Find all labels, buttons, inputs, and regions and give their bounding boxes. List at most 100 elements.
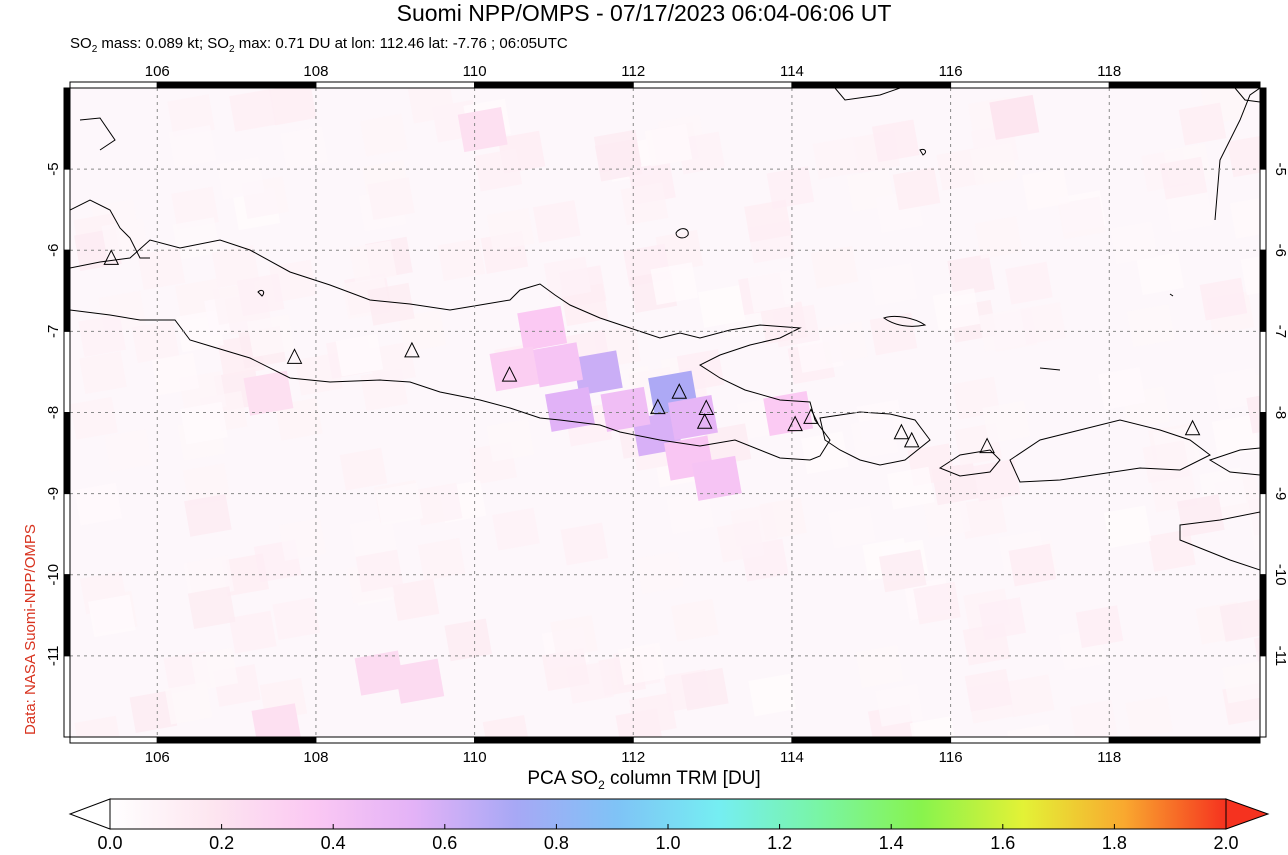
lon-label-top: 118 (1097, 63, 1121, 80)
noise-cell (629, 692, 677, 736)
noise-cell (666, 491, 715, 535)
noise-cell (978, 308, 1027, 352)
noise-cell (349, 516, 398, 560)
noise-cell (172, 217, 221, 261)
noise-cell (1075, 605, 1124, 649)
lat-label-right: -10 (1272, 564, 1288, 586)
frame-bar-right (1259, 249, 1267, 332)
noise-cell (1148, 529, 1196, 572)
noise-cell (335, 333, 384, 377)
noise-cell (869, 263, 918, 306)
so2-cell (533, 342, 584, 388)
colorbar-label: 1.0 (655, 833, 681, 853)
colorbar-label: 1.2 (767, 833, 793, 853)
noise-cell (492, 507, 540, 551)
noise-cell (850, 416, 899, 460)
frame-bar-bottom (474, 736, 634, 744)
noise-cell (437, 238, 486, 281)
so2-max-text: max: 0.71 DU at lon: 112.46 lat: -7.76 ;… (234, 35, 568, 52)
noise-cell (1136, 252, 1185, 296)
lon-label-bottom: 110 (463, 749, 487, 766)
sumatra-north-coastline (79, 117, 116, 151)
sumba-coastline (1179, 511, 1260, 571)
triangle-icon (1184, 419, 1201, 436)
triangle-icon (893, 423, 910, 440)
noise-cell (1246, 390, 1260, 434)
lat-label-right: -7 (1272, 325, 1288, 338)
so2-cell (489, 346, 540, 392)
java-coastline (70, 239, 831, 461)
so2-cell (457, 107, 508, 153)
so2-cell (251, 703, 302, 737)
sulawesi-north-coastline (1234, 88, 1260, 103)
noise-cell (74, 715, 123, 737)
frame-bar-bottom (950, 736, 1110, 744)
noise-cell (349, 240, 397, 284)
noise-cell (101, 218, 150, 262)
frame-bar-top (156, 81, 317, 89)
frame-bar-top (69, 81, 158, 89)
lon-label-top: 108 (303, 63, 328, 80)
noise-cell (812, 136, 861, 180)
map-title: Suomi NPP/OMPS - 07/17/2023 06:04-06:06 … (396, 0, 892, 26)
frame-bar-top (1108, 81, 1261, 89)
noise-cell (444, 618, 493, 662)
noise-cell (869, 312, 918, 356)
islet-coastline (257, 289, 265, 297)
noise-cell (698, 285, 746, 328)
noise-cell (1006, 724, 1055, 737)
noise-cell (1222, 660, 1260, 704)
noise-cell (280, 126, 329, 170)
noise-cell (1058, 196, 1106, 240)
frame-bar-left (63, 330, 71, 413)
lombok-coastline (938, 449, 1001, 477)
noise-cell (748, 673, 797, 717)
flores-coastline (1208, 447, 1260, 476)
frame-bar-top (791, 81, 952, 89)
noise-cell (268, 88, 317, 126)
lat-label-left: -11 (45, 646, 62, 667)
colorbar-label: 0.4 (320, 833, 346, 853)
noise-cell (947, 253, 995, 297)
noise-cell (164, 681, 213, 725)
noise-cell (1103, 505, 1152, 549)
noise-cell (211, 245, 260, 289)
noise-cell (617, 642, 666, 686)
noise-cell (1005, 261, 1053, 305)
lon-label-top: 116 (939, 63, 963, 80)
so2-cell (354, 650, 405, 696)
so2-cell (394, 658, 445, 704)
colorbar-title-suffix: column TRM [DU] (604, 768, 761, 789)
noise-cell (407, 88, 456, 124)
noise-cell (474, 148, 523, 192)
noise-cell (278, 518, 327, 561)
noise-cell (1127, 304, 1175, 348)
noise-cell (828, 505, 876, 549)
so2-cell (545, 386, 595, 432)
noise-cell (959, 496, 1008, 539)
noise-cell (932, 288, 981, 332)
noise-cell (650, 262, 699, 305)
noise-cell (482, 715, 531, 737)
noise-cell (1178, 102, 1227, 146)
noise-cell (168, 125, 217, 168)
kangean-coastline (882, 315, 927, 327)
noise-cell (375, 482, 424, 526)
noise-cell (180, 401, 228, 445)
noise-cell (855, 645, 904, 688)
colorbar-label: 0.2 (209, 833, 235, 853)
noise-cell (129, 690, 178, 733)
noise-cell (716, 519, 765, 563)
lat-label-right: -5 (1272, 162, 1288, 175)
noise-cell (417, 537, 466, 581)
frame-bar-right (1259, 87, 1267, 170)
noise-cell (247, 314, 295, 358)
noise-cell (486, 419, 535, 462)
lat-label-left: -8 (45, 406, 62, 419)
frame-bar-bottom (69, 736, 158, 744)
colorbar-label: 1.4 (878, 833, 904, 853)
frame-bar-left (63, 168, 71, 251)
colorbar (68, 798, 1270, 830)
colorbar-label: 0.0 (97, 833, 123, 853)
noise-cell (1211, 414, 1260, 458)
